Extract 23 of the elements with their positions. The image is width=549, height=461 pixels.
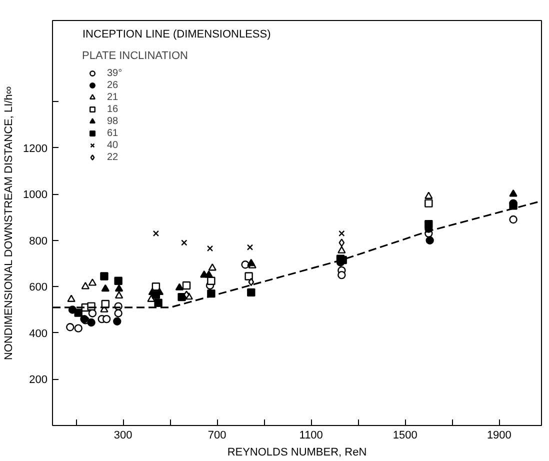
x-tick-label: 300	[114, 430, 132, 442]
legend-label: 61	[107, 127, 120, 139]
x-axis-title: REYNOLDS NUMBER, ReN	[227, 446, 367, 458]
x-tick-label: 1900	[486, 430, 512, 442]
y-tick-label: 400	[29, 328, 48, 340]
legend-label: 22	[107, 151, 120, 163]
y-tick-label: 1200	[23, 142, 48, 155]
legend-label: 21	[107, 91, 120, 103]
y-axis-title: NONDIMENSIONAL DOWNSTREAM DISTANCE, LI/h∞	[3, 86, 16, 360]
legend-label: 98	[107, 115, 120, 127]
legend-label: 26	[107, 79, 120, 91]
x-tick-label: 700	[208, 430, 226, 442]
legend-label: 39°	[107, 67, 124, 79]
y-tick-label: 600	[29, 282, 48, 294]
legend-title: PLATE INCLINATION	[82, 50, 188, 62]
x-tick-label: 1500	[392, 430, 418, 442]
y-tick-label: 800	[29, 235, 48, 248]
x-tick-label: 1100	[299, 430, 323, 442]
legend-label: 16	[107, 103, 120, 115]
annotation: INCEPTION LINE (DIMENSIONLESS)	[82, 28, 271, 40]
legend-label: 40	[107, 139, 120, 151]
y-tick-label: 1000	[23, 189, 48, 202]
y-tick-label: 200	[29, 374, 48, 386]
